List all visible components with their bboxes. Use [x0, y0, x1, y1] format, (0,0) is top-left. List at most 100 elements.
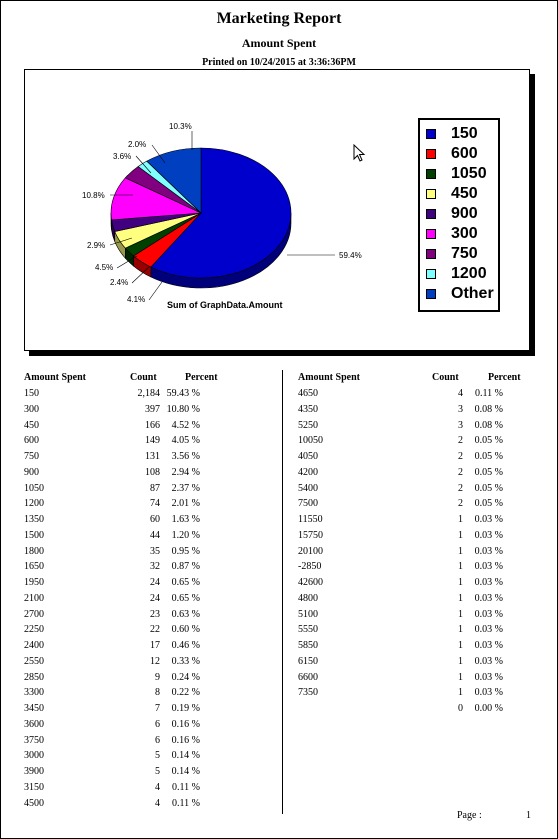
legend-item: 900: [420, 204, 498, 224]
count-cell: 17: [150, 640, 160, 651]
percent-cell: 0.22 %: [171, 687, 200, 699]
column-header: Count: [432, 372, 459, 383]
count-cell: 74: [150, 498, 160, 510]
count-cell: 1: [458, 561, 463, 573]
pie-percent-label: 10.3%: [169, 122, 192, 131]
amount-cell: 2550: [24, 655, 44, 667]
count-cell: 0: [458, 703, 463, 714]
legend-item: 750: [420, 244, 498, 264]
percent-cell: 3.56 %: [171, 451, 200, 462]
percent-cell: 0.05 %: [474, 435, 503, 447]
amount-cell: 5100: [298, 608, 318, 620]
amount-cell: 300: [24, 403, 39, 415]
pie-leader-line-7: [151, 144, 166, 164]
count-cell: 1: [458, 577, 463, 588]
amount-cell: 3900: [24, 766, 44, 777]
percent-cell: 0.03 %: [474, 529, 503, 541]
amount-cell: 6150: [298, 655, 318, 667]
count-cell: 2,184: [137, 388, 161, 399]
legend-item: 150: [420, 124, 498, 144]
count-cell: 1: [458, 655, 463, 667]
count-cell: 149: [145, 435, 160, 447]
chart-panel: 59.4% 4.1% 2.4% 4.5% 2.9% 10.8% 3.6% 2.0% 10.3% …: [24, 69, 530, 351]
amount-cell: 2400: [24, 640, 44, 651]
count-cell: 2: [458, 451, 463, 462]
amount-cell: 1800: [24, 545, 44, 557]
count-cell: 7: [155, 703, 160, 714]
count-cell: 24: [150, 592, 160, 604]
count-cell: 1: [458, 640, 463, 651]
pie-leader-line-6: [135, 155, 152, 174]
amount-cell: 5550: [298, 624, 318, 636]
legend-swatch: [426, 229, 436, 239]
count-cell: 60: [150, 514, 160, 525]
legend-item: 300: [420, 224, 498, 244]
count-cell: 1: [458, 608, 463, 620]
amount-cell: 4350: [298, 403, 318, 415]
amount-cell: 4650: [298, 388, 318, 399]
amount-cell: 3600: [24, 718, 44, 730]
count-cell: 2: [458, 482, 463, 494]
pie-leader-line-4: [109, 237, 133, 246]
legend-item: 1050: [420, 164, 498, 184]
column-header: Percent: [488, 372, 521, 383]
amount-cell: 7350: [298, 687, 318, 699]
count-cell: 1: [458, 545, 463, 557]
percent-cell: 0.03 %: [474, 577, 503, 588]
page-label: Page :: [457, 810, 482, 821]
percent-cell: 0.63 %: [171, 608, 200, 620]
mouse-pointer-icon: [353, 144, 366, 162]
amount-cell: 2100: [24, 592, 44, 604]
legend-swatch: [426, 249, 436, 259]
percent-cell: 0.05 %: [474, 482, 503, 494]
percent-cell: 0.03 %: [474, 561, 503, 573]
percent-cell: 0.87 %: [171, 561, 200, 573]
amount-cell: 600: [24, 435, 39, 447]
amount-cell: 6600: [298, 671, 318, 683]
amount-cell: 1350: [24, 514, 44, 525]
count-cell: 8: [155, 687, 160, 699]
percent-cell: 0.05 %: [474, 451, 503, 462]
count-cell: 6: [155, 734, 160, 746]
amount-cell: 1950: [24, 577, 44, 588]
legend-label: 300: [451, 225, 478, 242]
amount-cell: 150: [24, 388, 39, 399]
percent-cell: 0.46 %: [171, 640, 200, 651]
amount-cell: 10050: [298, 435, 323, 447]
pie-percent-label: 2.9%: [87, 241, 106, 250]
pie-percent-label: 4.1%: [127, 295, 146, 304]
column-divider: [282, 370, 283, 814]
percent-cell: 0.08 %: [474, 403, 503, 415]
chart-caption: Sum of GraphData.Amount: [167, 300, 283, 310]
percent-cell: 0.11 %: [172, 797, 200, 809]
amount-cell: 20100: [298, 545, 323, 557]
amount-cell: 5400: [298, 482, 318, 494]
amount-cell: 1650: [24, 561, 44, 573]
count-cell: 44: [150, 529, 160, 541]
count-cell: 4: [155, 797, 160, 809]
pie-slice-0: [150, 147, 292, 279]
amount-cell: -2850: [298, 561, 322, 573]
count-cell: 9: [155, 671, 160, 683]
pie-slice-8: [146, 147, 202, 214]
percent-cell: 0.08 %: [474, 419, 503, 431]
report-title: Marketing Report: [216, 10, 342, 27]
pie-percent-label: 59.4%: [339, 251, 362, 260]
chart-legend: 150 600 1050 450 900 300 750 1200 Other: [418, 118, 500, 312]
percent-cell: 0.16 %: [171, 718, 200, 730]
count-cell: 1: [458, 671, 463, 683]
amount-cell: 4200: [298, 466, 318, 478]
count-cell: 2: [458, 466, 463, 478]
legend-swatch: [426, 209, 436, 219]
page-number: 1: [526, 810, 531, 821]
count-cell: 1: [458, 592, 463, 604]
legend-label: 600: [451, 145, 478, 162]
legend-label: 150: [451, 125, 478, 142]
amount-cell: 3150: [24, 781, 44, 793]
count-cell: 131: [145, 451, 160, 462]
percent-cell: 0.03 %: [474, 545, 503, 557]
amount-cell: 15750: [298, 529, 323, 541]
pie-percent-label: 2.0%: [128, 140, 147, 149]
pie-percent-label: 3.6%: [113, 152, 132, 161]
column-header: Count: [130, 372, 157, 383]
